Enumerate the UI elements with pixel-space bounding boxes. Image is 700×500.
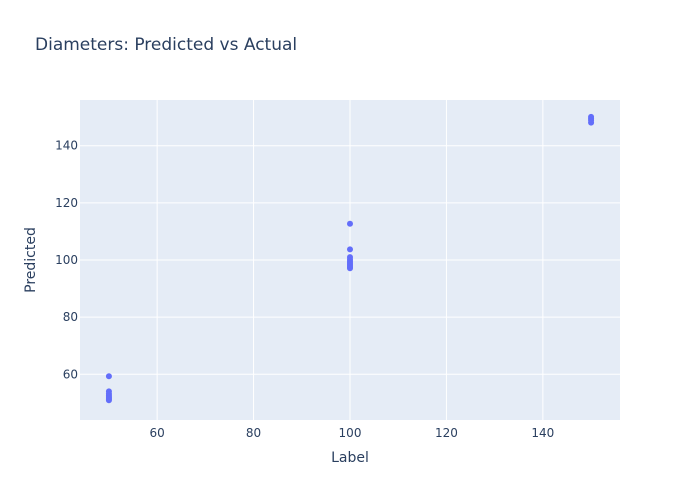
y-tick-label: 100 bbox=[55, 253, 78, 267]
x-axis-title: Label bbox=[331, 450, 369, 466]
data-point bbox=[105, 397, 112, 404]
y-tick-label: 80 bbox=[63, 310, 78, 324]
data-points bbox=[105, 113, 595, 404]
data-point bbox=[347, 246, 353, 253]
x-tick-label: 100 bbox=[339, 426, 362, 440]
data-point bbox=[347, 220, 353, 227]
tick-labels: 60 80 100 120 140 60 80 100 120 140 bbox=[55, 139, 554, 440]
y-axis-title: Predicted bbox=[23, 227, 39, 293]
x-tick-label: 60 bbox=[150, 426, 165, 440]
data-point bbox=[347, 265, 353, 272]
data-point bbox=[588, 119, 595, 126]
y-tick-label: 120 bbox=[55, 196, 78, 210]
y-tick-label: 140 bbox=[55, 139, 78, 153]
y-tick-label: 60 bbox=[63, 367, 78, 381]
x-tick-label: 80 bbox=[246, 426, 261, 440]
chart-title: Diameters: Predicted vs Actual bbox=[35, 35, 297, 55]
x-tick-label: 140 bbox=[531, 426, 554, 440]
x-tick-label: 120 bbox=[435, 426, 458, 440]
data-point bbox=[105, 373, 112, 380]
